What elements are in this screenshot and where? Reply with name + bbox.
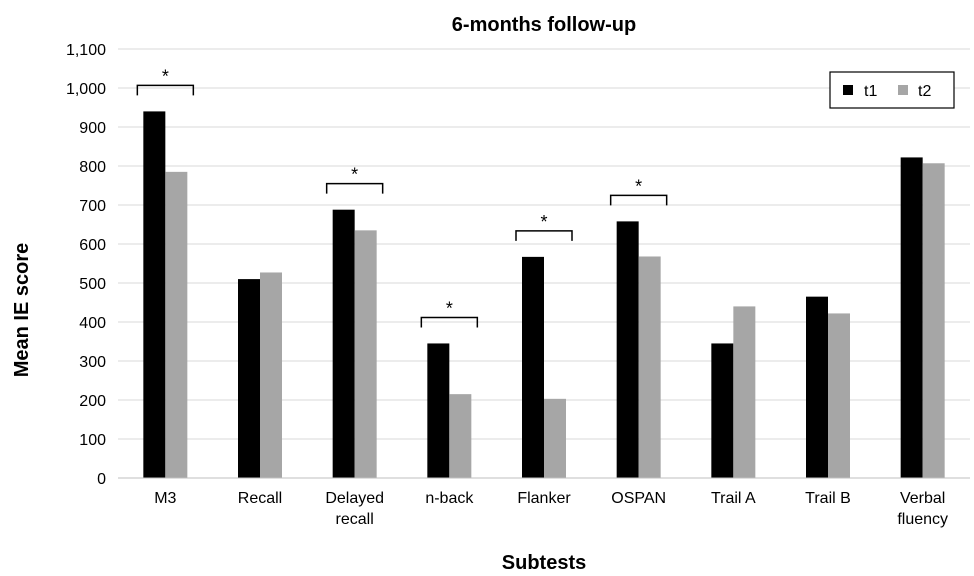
x-tick-label: n-back <box>425 490 474 507</box>
chart-title: 6-months follow-up <box>452 14 636 36</box>
significance-star: * <box>540 212 547 232</box>
x-tick-label: Recall <box>238 490 282 507</box>
x-tick-label: M3 <box>154 490 176 507</box>
y-tick-label: 700 <box>79 198 106 215</box>
y-tick-label: 500 <box>79 276 106 293</box>
bar-t2 <box>544 398 566 478</box>
bar-t1 <box>522 256 544 478</box>
x-axis-ticks: M3 Recall Delayed recall n-back Flanker OSPAN T… <box>154 490 948 528</box>
y-tick-label: 300 <box>79 354 106 371</box>
significance-star: * <box>635 176 642 196</box>
y-tick-label: 1,100 <box>66 42 106 59</box>
legend-label-t2: t2 <box>918 83 931 100</box>
significance-brackets: * * * * * <box>136 66 668 328</box>
y-tick-label: 100 <box>79 432 106 449</box>
x-tick-label: Trail A <box>711 490 756 507</box>
bar-t2 <box>638 256 661 478</box>
y-tick-label: 400 <box>79 315 106 332</box>
y-tick-label: 600 <box>79 237 106 254</box>
significance-bracket <box>515 230 573 241</box>
bar-t2 <box>165 171 188 478</box>
bar-t1 <box>711 343 734 478</box>
x-tick-label: Trail B <box>805 490 851 507</box>
legend: t1 t2 <box>829 71 955 109</box>
bar-t2 <box>260 272 282 478</box>
significance-bracket <box>420 316 479 328</box>
significance-bracket <box>609 194 668 206</box>
bar-t1 <box>616 221 639 478</box>
significance-star: * <box>162 66 169 86</box>
bar-t2 <box>828 313 850 478</box>
significance-bracket <box>136 84 195 96</box>
legend-label-t1: t1 <box>864 83 877 100</box>
y-axis-title: Mean IE score <box>11 243 33 378</box>
bar-t1 <box>806 296 828 478</box>
significance-bracket <box>325 182 384 194</box>
bar-t2 <box>449 394 472 478</box>
significance-star: * <box>351 165 358 185</box>
legend-swatch-t2 <box>898 85 908 95</box>
significance-star: * <box>446 298 453 318</box>
legend-swatch-t1 <box>843 85 853 95</box>
bar-t1 <box>427 343 450 478</box>
x-tick-label: OSPAN <box>611 490 666 507</box>
x-tick-label: recall <box>336 511 374 528</box>
y-tick-label: 800 <box>79 159 106 176</box>
y-tick-label: 0 <box>97 471 106 488</box>
x-tick-label: fluency <box>897 511 948 528</box>
y-axis-ticks: 0 100 200 300 400 500 600 700 800 900 1,000 1,100 <box>66 42 106 488</box>
bar-t1 <box>900 157 923 479</box>
bars <box>143 111 945 479</box>
bar-t2 <box>354 230 377 478</box>
bar-t1 <box>332 209 355 478</box>
bar-t1 <box>143 111 166 479</box>
bar-t1 <box>238 279 260 478</box>
bar-t2 <box>733 306 756 478</box>
bar-t2 <box>922 163 945 478</box>
x-tick-label: Delayed <box>325 490 384 507</box>
x-tick-label: Flanker <box>517 490 571 507</box>
x-tick-label: Verbal <box>900 490 945 507</box>
y-tick-label: 200 <box>79 393 106 410</box>
y-tick-label: 900 <box>79 120 106 137</box>
x-axis-title: Subtests <box>502 552 586 574</box>
y-tick-label: 1,000 <box>66 81 106 98</box>
